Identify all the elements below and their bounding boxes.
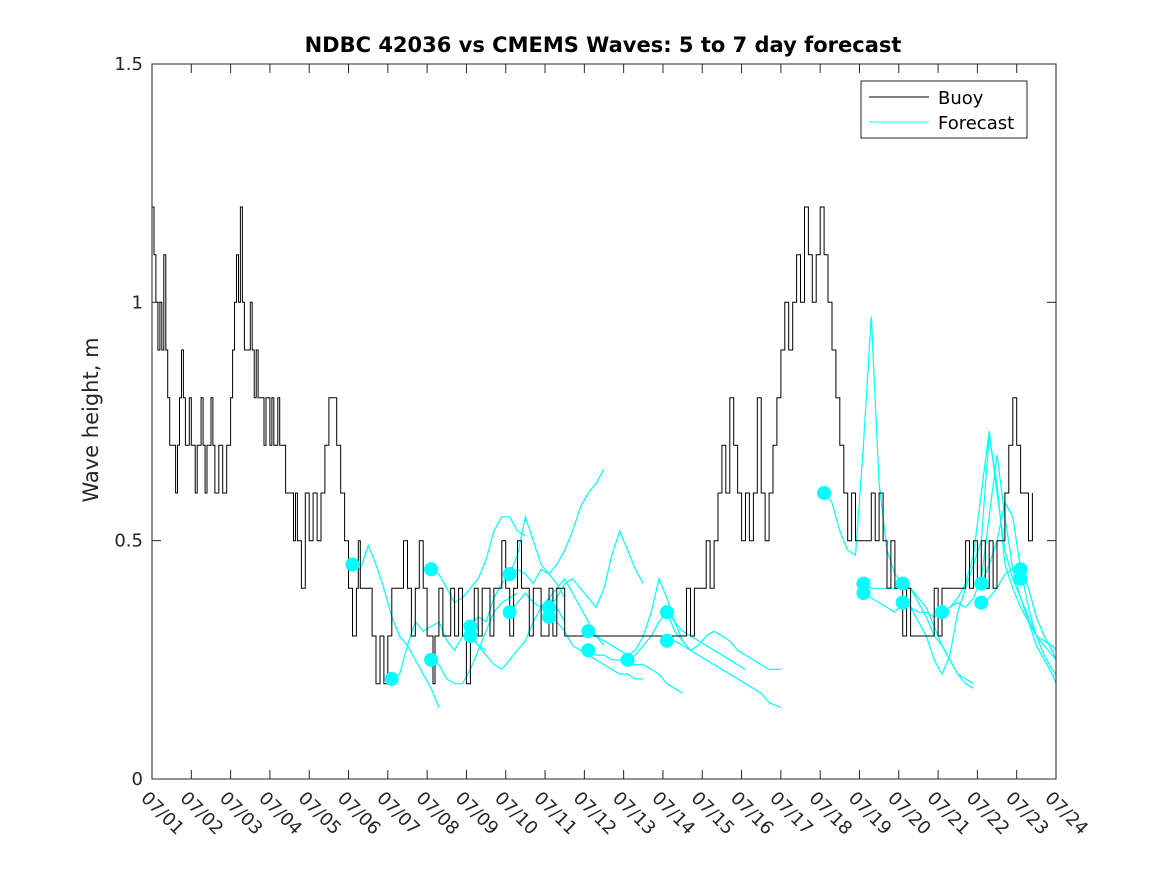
forecast-start-marker [345, 557, 360, 572]
x-tick-label: 07/20 [883, 788, 935, 840]
x-tick-label: 07/07 [372, 788, 424, 840]
forecast-line [548, 616, 644, 680]
x-tick-label: 07/15 [687, 788, 739, 840]
forecast-line [587, 576, 684, 656]
x-tick-label: 07/10 [490, 788, 542, 840]
forecast-line [352, 543, 440, 708]
plot-series [152, 206, 1057, 709]
forecast-line [823, 316, 974, 685]
buoy-line [152, 206, 1033, 685]
forecast-line [902, 454, 1057, 661]
forecast-start-marker [581, 643, 596, 658]
forecast-start-marker [463, 629, 478, 643]
x-tick-label: 07/22 [962, 788, 1014, 840]
plot-area-frame [151, 63, 1057, 780]
x-tick-label: 07/06 [333, 788, 385, 840]
forecast-start-marker [424, 652, 439, 667]
x-tick-label: 07/04 [254, 788, 306, 840]
forecast-line [430, 592, 518, 685]
x-tick-label: 07/18 [805, 788, 857, 840]
forecast-line [548, 529, 644, 609]
forecast-line [509, 468, 605, 585]
forecast-start-marker [974, 595, 989, 610]
forecast-line [666, 640, 782, 709]
forecast-start-marker [502, 605, 517, 620]
forecast-line [863, 435, 1057, 676]
forecast-start-marker [895, 595, 910, 610]
x-tick-label: 07/01 [136, 788, 188, 840]
forecast-start-marker [895, 576, 910, 591]
legend: Buoy Forecast [860, 80, 1028, 139]
x-tick-label: 07/24 [1040, 788, 1092, 840]
forecast-line [587, 649, 683, 694]
x-tick-label: 07/19 [844, 788, 896, 840]
x-tick-label: 07/13 [608, 788, 660, 840]
forecast-start-marker [424, 562, 439, 577]
y-axis-ticks: 0 0.5 1 1.5 [114, 54, 1056, 790]
x-tick-label: 07/17 [765, 788, 817, 840]
forecast-start-marker [502, 567, 517, 582]
y-axis-label: Wave height, m [79, 337, 103, 502]
forecast-start-marker [974, 576, 989, 591]
x-tick-label: 07/23 [1001, 788, 1053, 840]
y-tick-label: 1.5 [114, 54, 143, 75]
x-axis-ticks: 07/0107/0207/0307/0407/0507/0607/0707/08… [136, 64, 1092, 839]
forecast-line [980, 500, 1057, 675]
forecast-start-marker [659, 605, 674, 620]
forecast-start-marker [856, 586, 871, 601]
plot-markers [345, 486, 1028, 686]
legend-label-buoy: Buoy [938, 88, 984, 109]
x-tick-label: 07/03 [215, 788, 267, 840]
x-tick-label: 07/08 [412, 788, 464, 840]
forecast-line [863, 582, 974, 689]
forecast-start-marker [541, 609, 556, 624]
forecast-line [666, 611, 781, 670]
y-tick-label: 1 [132, 292, 143, 313]
x-tick-label: 07/21 [923, 788, 975, 840]
y-tick-label: 0 [132, 769, 143, 790]
chart-title: NDBC 42036 vs CMEMS Waves: 5 to 7 day fo… [305, 33, 902, 57]
forecast-start-marker [659, 633, 674, 648]
forecast-start-marker [935, 605, 950, 620]
legend-box [860, 80, 1028, 139]
forecast-start-marker [581, 624, 596, 639]
forecast-line [430, 516, 526, 604]
forecast-start-marker [817, 486, 832, 500]
x-tick-label: 07/05 [294, 788, 346, 840]
forecast-start-marker [620, 652, 635, 667]
legend-label-forecast: Forecast [938, 113, 1014, 134]
x-tick-label: 07/11 [530, 788, 582, 840]
x-tick-label: 07/12 [569, 788, 621, 840]
forecast-start-marker [384, 671, 399, 686]
y-tick-label: 0.5 [114, 531, 143, 552]
x-tick-label: 07/14 [647, 788, 699, 840]
x-tick-label: 07/09 [451, 788, 503, 840]
x-tick-label: 07/16 [726, 788, 778, 840]
forecast-start-marker [1013, 571, 1028, 586]
x-tick-label: 07/02 [176, 788, 228, 840]
